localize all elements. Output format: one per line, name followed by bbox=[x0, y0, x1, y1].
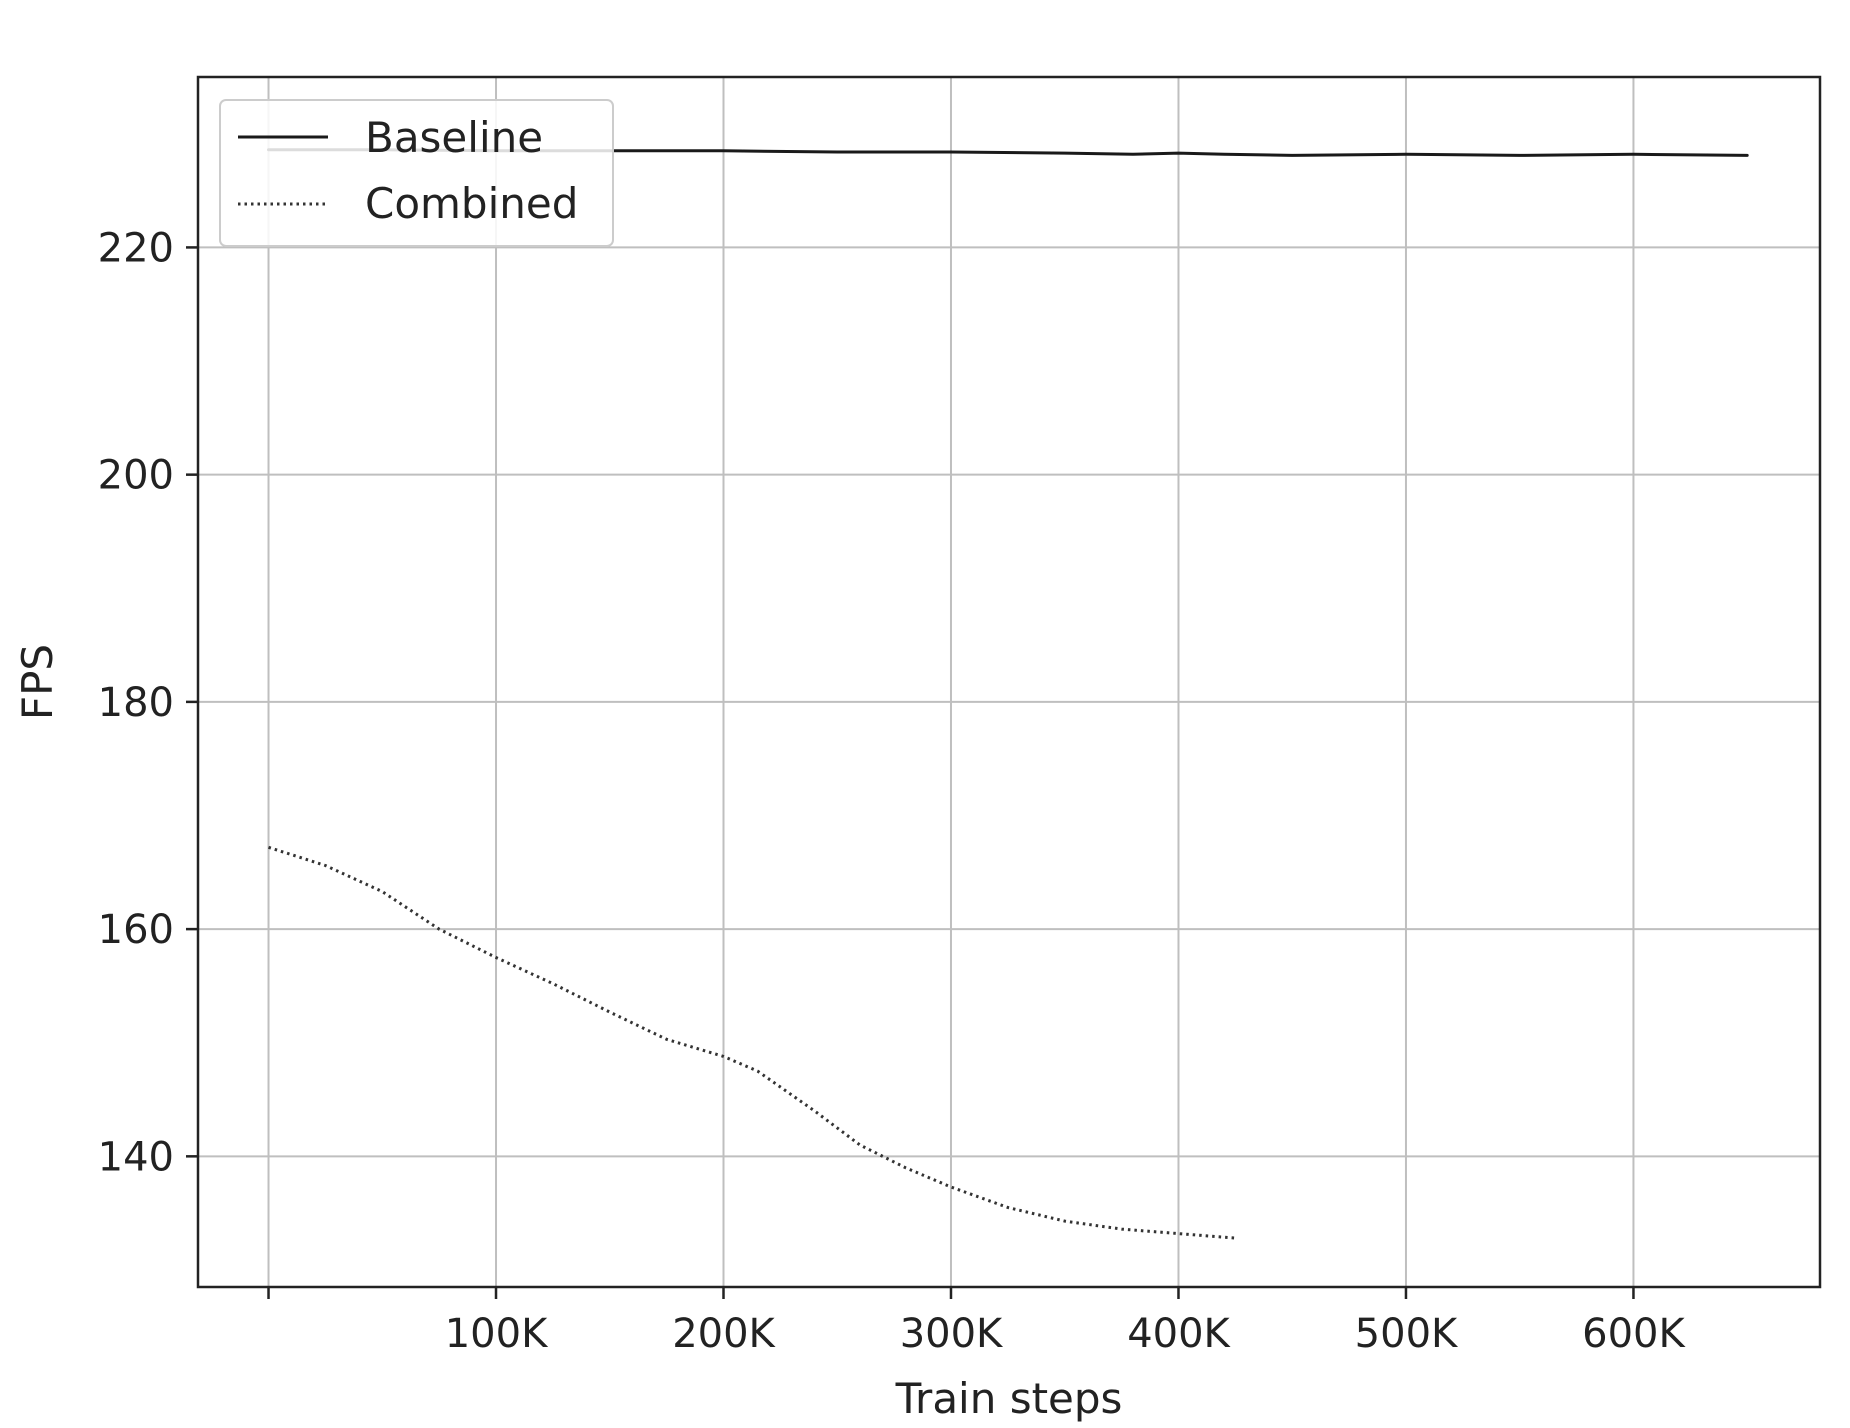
x-tick-label: 600K bbox=[1582, 1311, 1686, 1357]
x-tick-label: 500K bbox=[1355, 1311, 1459, 1357]
y-tick-label: 180 bbox=[98, 680, 174, 726]
legend-label-baseline: Baseline bbox=[365, 113, 543, 162]
y-axis-title: FPS bbox=[13, 644, 62, 720]
x-axis-title: Train steps bbox=[895, 1374, 1123, 1423]
plot-frame bbox=[196, 75, 1822, 1289]
grid-lines bbox=[198, 77, 1820, 1287]
legend: Baseline Combined bbox=[219, 99, 614, 247]
y-tick-label: 160 bbox=[98, 907, 174, 953]
x-tick-label: 200K bbox=[672, 1311, 776, 1357]
legend-label-combined: Combined bbox=[365, 179, 578, 228]
series-line-combined bbox=[268, 845, 1236, 1240]
y-tick-label: 220 bbox=[98, 225, 174, 271]
y-tick-label: 200 bbox=[98, 453, 174, 499]
x-tick-label: 100K bbox=[445, 1311, 549, 1357]
x-tick-label: 400K bbox=[1127, 1311, 1231, 1357]
y-tick-label: 140 bbox=[98, 1134, 174, 1180]
axis-ticks: 100K 200K 300K 400K 500K 600K 140 160 180 200 220 bbox=[98, 225, 1687, 1357]
series-lines bbox=[267, 148, 1749, 1240]
x-tick-label: 300K bbox=[900, 1311, 1004, 1357]
